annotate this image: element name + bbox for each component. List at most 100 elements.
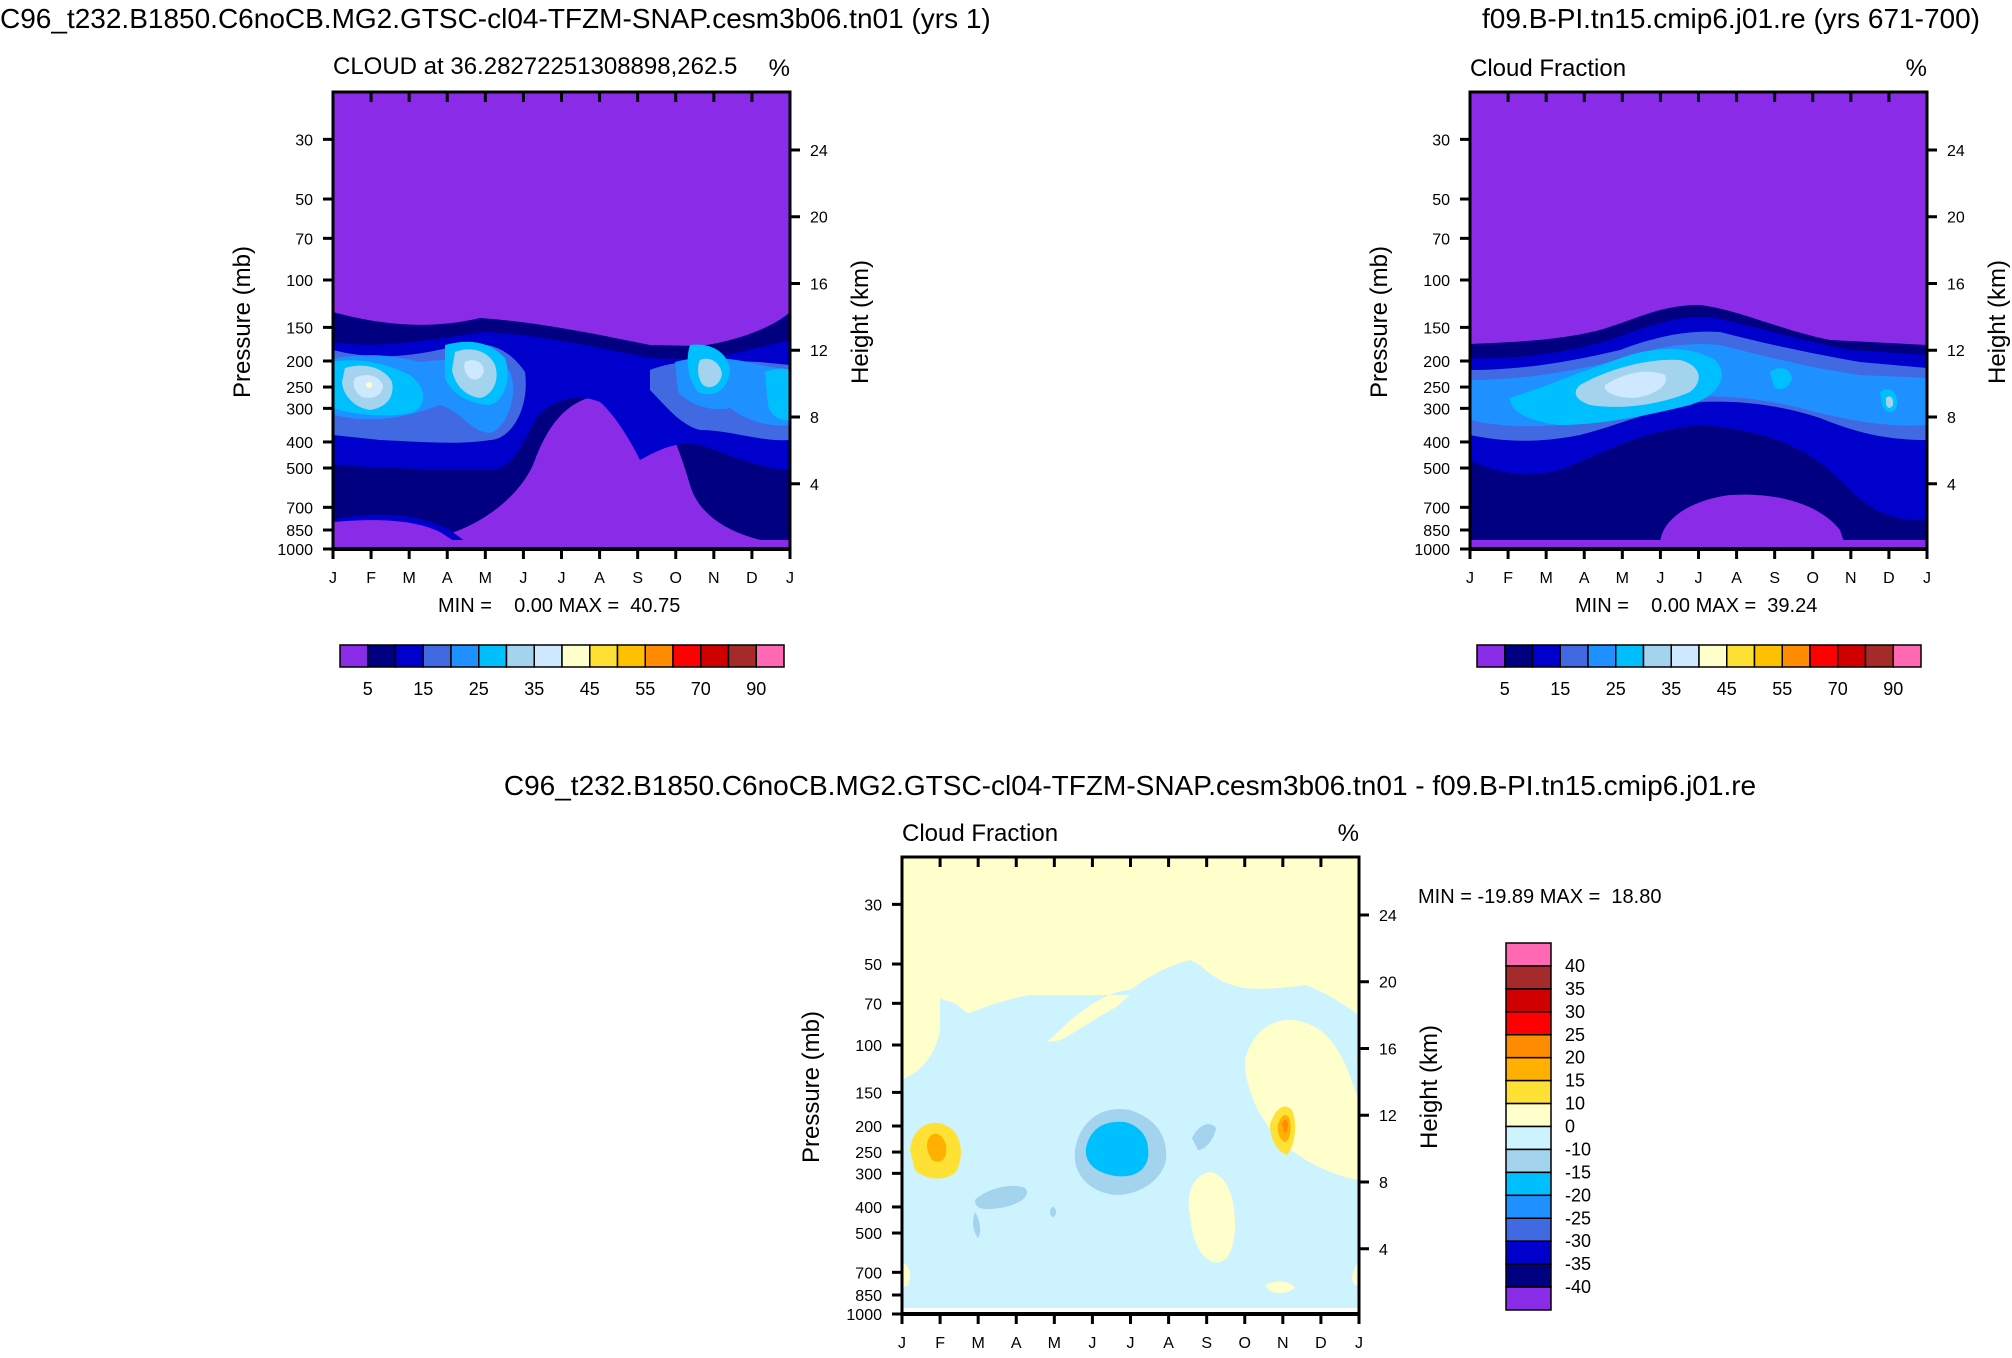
colorbar-label: 70 — [691, 679, 711, 699]
height-labels: 24 20 16 12 8 4 — [1359, 908, 1397, 1259]
month-label: J — [1466, 570, 1474, 587]
pressure-label: 1000 — [846, 1307, 882, 1324]
colorbar-label: 45 — [1717, 679, 1737, 699]
month-label: O — [670, 570, 682, 587]
contour-band-pos20-nov — [1282, 1119, 1288, 1133]
colorbar-swatch — [589, 644, 619, 668]
month-ticks-top — [900, 857, 1361, 867]
colorbar-swatch — [1505, 1171, 1552, 1197]
month-label: F — [366, 570, 376, 587]
height-label: 24 — [1379, 908, 1397, 925]
y-axis-label: Pressure (mb) — [798, 1011, 825, 1163]
pressure-label: 100 — [1423, 273, 1450, 290]
colorbar-swatch — [1642, 644, 1672, 668]
colorbar-swatch — [1781, 644, 1811, 668]
month-label: J — [898, 1335, 906, 1352]
month-label: J — [1695, 570, 1703, 587]
colorbar-label: 35 — [1661, 679, 1681, 699]
colorbar-swatch — [1505, 942, 1552, 967]
pressure-labels: 30 50 70 100 150 200 250 300 400 500 700 850 1000 — [1414, 132, 1470, 559]
colorbar-label: 20 — [1565, 1048, 1585, 1068]
colorbar-label: 5 — [1500, 679, 1510, 699]
colorbar: 5 15 25 35 45 55 70 90 — [339, 644, 785, 699]
colorbar-label: 55 — [635, 679, 655, 699]
colorbar-swatch — [1505, 965, 1552, 990]
colorbar-swatch — [1892, 644, 1922, 668]
panel-difference: C96_t232.B1850.C6noCB.MG2.GTSC-cl04-TFZM… — [504, 770, 1756, 1352]
colorbar-label: 15 — [1550, 679, 1570, 699]
pressure-label: 50 — [295, 192, 313, 209]
month-label: J — [558, 570, 566, 587]
contour-field — [902, 857, 1359, 1314]
contour-yellow-left — [902, 1262, 910, 1288]
colorbar-swatch — [1505, 1034, 1552, 1059]
colorbar-swatch — [1505, 1148, 1552, 1174]
colorbar-label: 15 — [1565, 1071, 1585, 1091]
y-axis-label: Pressure (mb) — [1366, 246, 1393, 398]
height-label: 12 — [1947, 343, 1965, 360]
pressure-label: 200 — [855, 1119, 882, 1136]
case-title: C96_t232.B1850.C6noCB.MG2.GTSC-cl04-TFZM… — [0, 3, 991, 34]
y-axis-label-right: Height (km) — [1416, 1025, 1443, 1149]
pressure-labels: 30 50 70 100 150 200 250 300 400 500 700 850 1000 — [846, 897, 902, 1324]
colorbar-label: 70 — [1828, 679, 1848, 699]
case-title: C96_t232.B1850.C6noCB.MG2.GTSC-cl04-TFZM… — [504, 770, 1756, 801]
y-axis-label-right: Height (km) — [1984, 260, 2011, 384]
colorbar-swatch — [727, 644, 757, 668]
colorbar-label: 5 — [363, 679, 373, 699]
colorbar-swatch — [616, 644, 646, 668]
pressure-label: 250 — [1423, 380, 1450, 397]
height-label: 20 — [1379, 975, 1397, 992]
pressure-label: 1000 — [1414, 542, 1450, 559]
contour-yellow-patch-aug — [1188, 1172, 1236, 1263]
month-label: O — [1239, 1335, 1251, 1352]
pressure-label: 700 — [286, 500, 313, 517]
plot-title: Cloud Fraction — [902, 820, 1058, 847]
contour-yellow-right — [1352, 1262, 1359, 1286]
month-label: J — [1923, 570, 1931, 587]
month-label: M — [479, 570, 492, 587]
pressure-labels: 30 50 70 100 150 200 250 300 400 500 700 850 1000 — [277, 132, 333, 559]
month-label: F — [935, 1335, 945, 1352]
pressure-label: 500 — [855, 1226, 882, 1243]
month-label: M — [1540, 570, 1553, 587]
colorbar-label: -35 — [1565, 1254, 1591, 1274]
month-label: M — [1616, 570, 1629, 587]
colorbar-swatch — [1531, 644, 1561, 668]
height-label: 16 — [810, 276, 828, 293]
pressure-label: 30 — [864, 897, 882, 914]
colorbar-label: 90 — [1883, 679, 1903, 699]
month-label: D — [746, 570, 758, 587]
pressure-label: 500 — [286, 461, 313, 478]
contour-yellow-bottom — [1265, 1281, 1295, 1293]
month-label: S — [632, 570, 643, 587]
height-label: 16 — [1379, 1041, 1397, 1058]
pressure-label: 150 — [286, 320, 313, 337]
colorbar-swatch — [1505, 1240, 1552, 1265]
contour-band-40 — [366, 382, 372, 388]
colorbar-label: 25 — [1565, 1025, 1585, 1045]
height-label: 16 — [1947, 276, 1965, 293]
colorbar-swatch — [1615, 644, 1645, 668]
height-label: 4 — [1947, 477, 1956, 494]
pressure-label: 100 — [286, 273, 313, 290]
colorbar: 40 35 30 25 20 15 10 0-10 -15 -20 -25 -30 -35 -40 — [1505, 942, 1591, 1311]
contour-band-30c — [698, 358, 722, 388]
colorbar-swatch — [1837, 644, 1867, 668]
height-label: 12 — [1379, 1108, 1397, 1125]
month-label: J — [1088, 1335, 1096, 1352]
colorbar-swatch — [755, 644, 785, 668]
month-label: N — [708, 570, 720, 587]
pressure-label: 50 — [864, 957, 882, 974]
height-labels: 24 20 16 12 8 4 — [1927, 143, 1965, 494]
height-label: 8 — [1379, 1175, 1388, 1192]
colorbar-swatch — [1753, 644, 1783, 668]
plot-title: Cloud Fraction — [1470, 55, 1626, 82]
height-label: 20 — [1947, 210, 1965, 227]
colorbar-swatch — [1809, 644, 1839, 668]
colorbar-swatch — [1505, 1286, 1552, 1311]
panel-test-case: C96_t232.B1850.C6noCB.MG2.GTSC-cl04-TFZM… — [0, 3, 991, 699]
contour-band-neg0b — [940, 960, 1359, 1070]
